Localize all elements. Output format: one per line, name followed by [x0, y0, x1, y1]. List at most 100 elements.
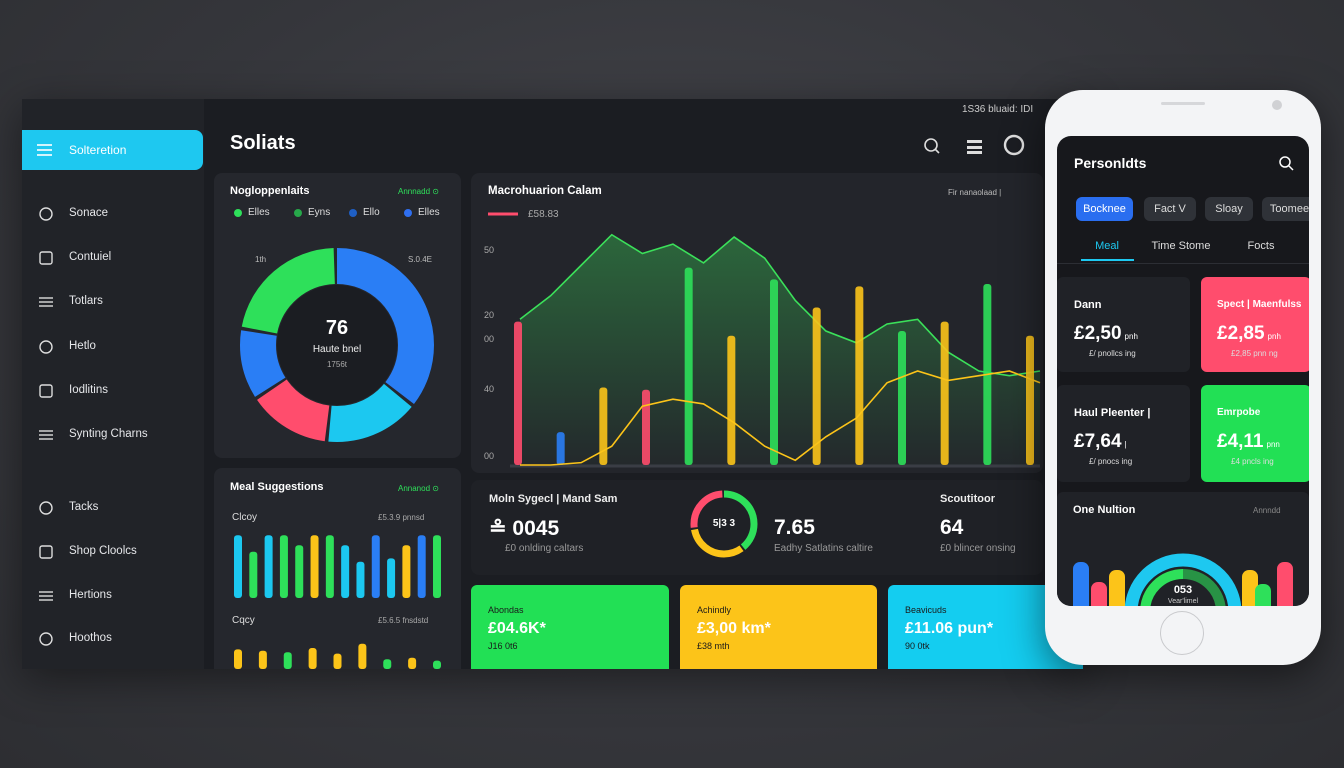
home-button[interactable] — [1160, 611, 1204, 655]
tile[interactable]: Haul Pleenter | £7,64 | £/ pnocs ing — [1057, 385, 1190, 482]
decor-bar — [1242, 570, 1258, 606]
legend-label: Ello — [363, 207, 380, 218]
ring-arc — [1182, 569, 1226, 606]
decor-bar — [1073, 562, 1089, 606]
phone-screen: Personldts Bocknee Fact V Sloay Toomee Meal Ti… — [1057, 136, 1309, 606]
tile-sub: £4 pncls ing — [1231, 457, 1274, 466]
sidebar-item[interactable]: Shop Cloolcs — [22, 537, 203, 565]
tab[interactable]: Sloay — [1205, 197, 1253, 221]
sidebar-item[interactable]: Hertions — [22, 581, 203, 609]
sidebar-icon — [39, 207, 53, 221]
sidebar — [22, 99, 204, 669]
tile-sub: £/ pnocs ing — [1089, 457, 1133, 466]
sidebar-icon — [39, 591, 53, 601]
sidebar-item[interactable]: Tacks — [22, 493, 203, 521]
summary-card[interactable]: Achindly £3,00 km* £38 mth — [680, 585, 877, 669]
legend-label: Eyns — [308, 207, 331, 218]
decor-bar — [1277, 562, 1293, 606]
sidebar-icon — [39, 545, 53, 559]
summary-value: £11.06 pun* — [905, 620, 994, 637]
summary-sub: £38 mth — [697, 641, 730, 651]
tile[interactable]: Dann £2,50 pnh £/ pnollcs ing — [1057, 277, 1190, 372]
tile-value: £7,64 — [1074, 431, 1122, 452]
icon-shape — [39, 207, 53, 221]
summary-sub: J16 0t6 — [488, 641, 518, 651]
card-link[interactable]: Annnadd ⊙ — [398, 187, 439, 196]
status-bar: 1S36 bluaid: IDI — [962, 104, 1034, 115]
tab[interactable]: Fact V — [1144, 197, 1196, 221]
tile-value-row: £7,64 | — [1074, 431, 1127, 453]
sidebar-item[interactable]: Sonace — [22, 199, 203, 227]
tab[interactable]: Bocknee — [1076, 197, 1133, 221]
card-link[interactable]: Annanod ⊙ — [398, 484, 439, 493]
sidebar-item-label: Iodlitins — [69, 384, 108, 396]
summary-sub: 90 0tk — [905, 641, 930, 651]
stat-value: ≗ 0045 — [489, 517, 560, 540]
tile-label: Dann — [1074, 299, 1102, 311]
icon-shape — [39, 251, 53, 265]
tile-sub: £/ pnollcs ing — [1089, 349, 1136, 358]
sidebar-icon — [39, 340, 53, 354]
tile-value-row: £2,85 pnh — [1217, 323, 1281, 345]
sidebar-item[interactable]: Iodlitins — [22, 376, 203, 404]
sidebar-item[interactable]: Contuiel — [22, 243, 203, 271]
legend-label: Elles — [248, 207, 270, 218]
sidebar-item[interactable]: Hoothos — [22, 624, 203, 652]
meal-card — [214, 468, 461, 669]
phone-speaker — [1161, 102, 1205, 105]
phone: Personldts Bocknee Fact V Sloay Toomee Meal Ti… — [1045, 90, 1321, 665]
sidebar-item[interactable]: Synting Charns — [22, 420, 203, 448]
icon-shape — [39, 501, 53, 515]
axis-label: 50 — [484, 245, 495, 255]
tile-label: Spect | Maenfulss — [1217, 299, 1302, 310]
subtab[interactable]: Meal — [1095, 240, 1119, 252]
phone-camera — [1272, 100, 1282, 110]
subtab[interactable]: Time Stome — [1151, 240, 1211, 252]
section: One Nultion Annndd 053 Vear'limel — [1057, 492, 1309, 606]
sidebar-item-label: Hertions — [69, 589, 112, 601]
group-note: £5.3.9 pnnsd — [378, 513, 425, 522]
axis-label: 00 — [484, 451, 495, 461]
donut-label: Haute bnel — [312, 344, 362, 355]
legend-dot — [294, 209, 302, 217]
tile-sub: £2,85 pnn ng — [1231, 349, 1278, 358]
stat-sub: £0 onlding caltars — [505, 543, 584, 554]
tile[interactable]: Spect | Maenfulss £2,85 pnh £2,85 pnn ng — [1201, 277, 1309, 372]
donut-sub: 1756t — [326, 360, 348, 369]
search-icon — [1279, 156, 1291, 168]
ring-value: 053 — [1173, 584, 1193, 596]
tile-value-row: £2,50 pnh — [1074, 323, 1138, 345]
sidebar-item[interactable]: Hetlo — [22, 332, 203, 360]
tile[interactable]: Emrpobe £4,11 pnn £4 pncls ing — [1201, 385, 1309, 482]
subtab[interactable]: Focts — [1247, 240, 1275, 252]
grid-icon — [967, 140, 982, 143]
sidebar-item[interactable]: Totlars — [22, 287, 203, 315]
chart-label: 1th — [255, 255, 267, 264]
sidebar-item-active[interactable]: Solteretion — [22, 130, 203, 170]
sidebar-icon — [39, 251, 53, 265]
legend-dot — [234, 209, 242, 217]
tile-label: Haul Pleenter | — [1074, 407, 1151, 419]
summary-card[interactable]: Abondas £04.6K* J16 0t6 — [471, 585, 669, 669]
sidebar-item-label: Tacks — [69, 501, 99, 513]
summary-value: £3,00 km* — [697, 620, 771, 637]
page-title: Soliats — [230, 132, 296, 154]
card-note: Fir nanaolaad | — [948, 188, 1002, 197]
legend-label: Elles — [418, 207, 440, 218]
tile-value-row: £4,11 pnn — [1217, 431, 1280, 453]
group-label: Clcoy — [232, 512, 258, 523]
tab[interactable]: Toomee — [1262, 197, 1309, 221]
card-title: Meal Suggestions — [230, 481, 324, 493]
icon-shape — [39, 340, 53, 354]
group-note: £5.6.5 fnsdstd — [378, 616, 429, 625]
group-label: Cqcy — [232, 615, 255, 626]
stat-title: Moln Sygecl | Mand Sam — [489, 493, 618, 505]
axis-label: 40 — [484, 384, 495, 394]
summary-label: Achindly — [697, 605, 732, 615]
ring-label: 5|3 3 — [712, 518, 736, 529]
icon-shape — [39, 545, 53, 559]
search-icon — [1288, 165, 1294, 171]
summary-label: Abondas — [488, 605, 524, 615]
card-title: Macrohuarion Calam — [488, 185, 602, 197]
